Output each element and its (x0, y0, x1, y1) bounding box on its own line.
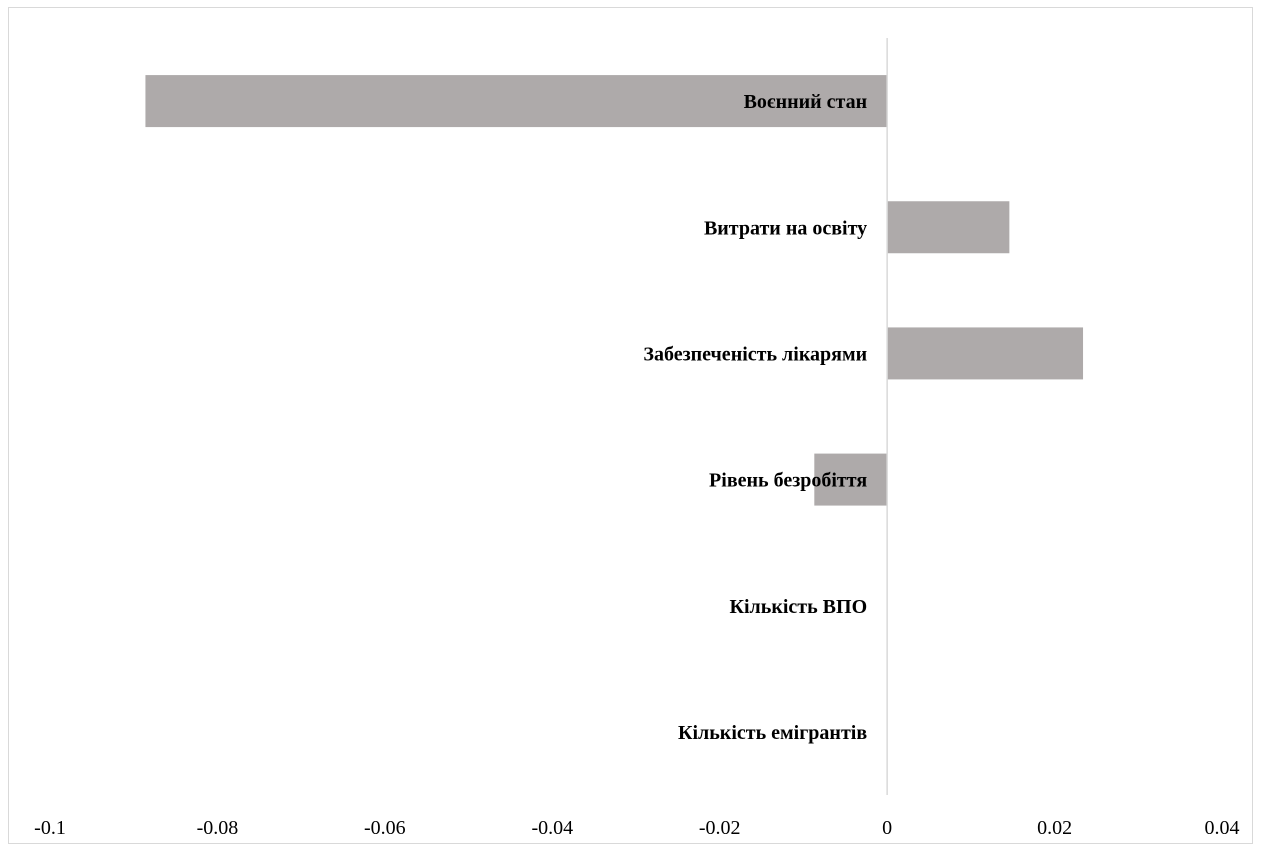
category-labels: Воєнний стан Витрати на освіту Забезпечені… (643, 91, 867, 744)
category-label-2: Витрати на освіту (704, 217, 867, 239)
bar-3 (887, 327, 1084, 380)
x-tick-label-4: -0.04 (531, 817, 573, 839)
category-label-4: Рівень безробіття (709, 470, 867, 492)
x-tick-labels: -0.1 -0.08 -0.06 -0.04 -0.02 0 0.02 0.04 (34, 817, 1239, 839)
chart-frame (8, 7, 1253, 844)
x-tick-label-1: -0.1 (34, 817, 66, 839)
category-label-1: Воєнний стан (744, 91, 868, 113)
bars-layer (145, 75, 1084, 506)
x-tick-label-7: 0.02 (1037, 817, 1072, 839)
category-label-3: Забезпеченість лікарями (643, 343, 867, 365)
bar-4 (814, 453, 888, 506)
category-label-5: Кількість ВПО (729, 596, 867, 618)
bar-1 (145, 75, 888, 128)
x-tick-label-6: 0 (882, 817, 892, 839)
bar-2 (887, 201, 1010, 254)
x-tick-label-8: 0.04 (1205, 817, 1240, 839)
x-tick-label-3: -0.06 (364, 817, 406, 839)
category-label-6: Кількість емігрантів (678, 722, 867, 744)
x-tick-label-5: -0.02 (699, 817, 741, 839)
x-tick-label-2: -0.08 (197, 817, 239, 839)
